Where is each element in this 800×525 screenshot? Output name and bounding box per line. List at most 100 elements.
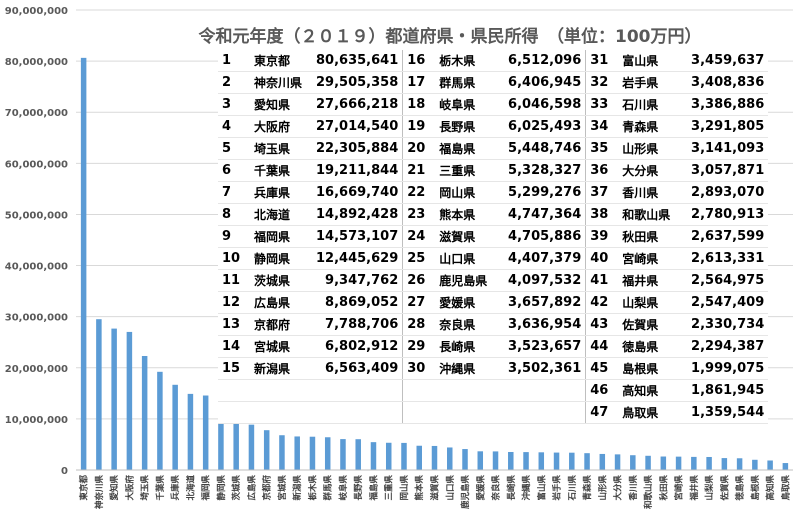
y-axis-labels: 0 10,000,000 20,000,000 30,000,000 40,000,00… — [5, 6, 68, 477]
bar — [157, 371, 163, 470]
y-tick-label: 80,000,000 — [5, 57, 68, 68]
bar — [187, 393, 194, 470]
prefecture-cell: 岩手県 — [618, 71, 681, 94]
bar — [401, 442, 407, 470]
rank-cell: 4 — [218, 115, 250, 138]
value-cell: 14,892,428 — [312, 203, 404, 226]
value-cell: 7,788,706 — [312, 313, 404, 336]
prefecture-cell: 石川県 — [618, 93, 681, 116]
value-cell: 29,505,358 — [312, 71, 404, 94]
value-cell: 5,328,327 — [497, 159, 587, 182]
value-cell: 1,359,544 — [680, 401, 769, 424]
value-cell — [312, 379, 404, 402]
rank-cell: 30 — [402, 357, 436, 380]
bar — [263, 430, 270, 470]
x-tick-label: 徳島県 — [735, 475, 746, 502]
x-tick-label: 石川県 — [567, 475, 578, 502]
rank-cell: 32 — [585, 71, 619, 94]
x-tick-label: 静岡県 — [216, 475, 227, 501]
rank-cell — [218, 401, 250, 424]
bar — [599, 453, 606, 470]
y-tick-label: 50,000,000 — [5, 210, 68, 221]
x-tick-label: 山口県 — [445, 475, 456, 501]
prefecture-cell: 高知県 — [618, 379, 681, 402]
prefecture-cell: 北海道 — [250, 203, 312, 226]
value-cell: 3,502,361 — [497, 357, 587, 380]
rank-cell: 37 — [585, 181, 619, 204]
bar — [218, 406, 224, 470]
prefecture-cell: 群馬県 — [435, 71, 498, 94]
table-row: 15 新潟県 6,563,409 30 沖縄県 3,502,361 45 島根県 1,999,0… — [218, 357, 769, 380]
rank-cell: 41 — [585, 269, 619, 292]
x-tick-label: 愛知県 — [109, 475, 120, 501]
y-tick-label: 0 — [61, 466, 68, 477]
value-cell: 27,014,540 — [312, 115, 404, 138]
rank-cell: 3 — [218, 93, 250, 116]
rank-cell: 16 — [402, 50, 436, 72]
x-tick-label: 大分県 — [613, 475, 624, 501]
value-cell: 2,330,734 — [680, 313, 769, 336]
rank-cell: 43 — [585, 313, 619, 336]
prefecture-cell — [250, 379, 312, 402]
value-cell: 2,294,387 — [680, 335, 769, 358]
value-cell: 6,563,409 — [312, 357, 404, 380]
value-cell: 6,406,945 — [497, 71, 587, 94]
bar — [660, 456, 667, 470]
prefecture-cell: 島根県 — [618, 357, 681, 380]
bar — [736, 458, 743, 470]
table-row: 11 茨城県 9,347,762 26 鹿児島県 4,097,532 41 福井県 2,564,… — [218, 269, 769, 292]
prefecture-cell: 徳島県 — [618, 335, 681, 358]
rank-cell — [402, 379, 436, 402]
rank-cell: 24 — [402, 225, 436, 248]
bar — [324, 437, 331, 470]
x-tick-label: 岩手県 — [552, 475, 563, 502]
prefecture-cell: 鳥取県 — [618, 401, 681, 424]
x-tick-label: 長崎県 — [506, 475, 517, 501]
y-tick-label: 90,000,000 — [5, 6, 68, 17]
prefecture-cell: 富山県 — [618, 50, 681, 72]
table-row: 8 北海道 14,892,428 23 熊本県 4,747,364 38 和歌山県 2,780,… — [218, 203, 769, 226]
x-tick-label: 鳥取県 — [780, 475, 791, 501]
value-cell: 3,291,805 — [680, 115, 769, 138]
rank-cell: 13 — [218, 313, 250, 336]
bar — [279, 435, 285, 470]
bar — [523, 452, 529, 470]
rank-cell: 7 — [218, 181, 250, 204]
prefecture-cell: 鹿児島県 — [435, 269, 498, 292]
bar — [385, 442, 392, 470]
y-tick-label: 10,000,000 — [5, 415, 68, 426]
bar — [431, 445, 438, 470]
x-tick-label: 宮城県 — [277, 475, 288, 501]
x-tick-label: 北海道 — [185, 475, 196, 501]
rank-cell: 45 — [585, 357, 619, 380]
prefecture-cell: 岐阜県 — [435, 93, 498, 116]
value-cell: 6,046,598 — [497, 93, 587, 116]
x-tick-label: 神奈川県 — [94, 475, 105, 510]
prefecture-cell: 長崎県 — [435, 335, 498, 358]
table-row: 14 宮城県 6,802,912 29 長崎県 3,523,657 44 徳島県 2,294,3… — [218, 335, 769, 358]
prefecture-cell: 東京都 — [250, 50, 312, 72]
prefecture-cell: 佐賀県 — [618, 313, 681, 336]
value-cell: 4,407,379 — [497, 247, 587, 270]
table-row: 4 大阪府 27,014,540 19 長野県 6,025,493 34 青森県 3,291,8… — [218, 115, 769, 138]
rank-cell: 15 — [218, 357, 250, 380]
prefecture-cell: 福井県 — [618, 269, 681, 292]
value-cell: 2,564,975 — [680, 269, 769, 292]
x-axis-labels: 東京都 神奈川県 愛知県 大阪府 埼玉県 千葉県 兵庫県 北海道 福岡県 静岡県 茨城県 広島県 京都府… — [79, 475, 792, 511]
prefecture-cell: 福島県 — [435, 137, 498, 160]
bar — [752, 459, 758, 470]
rank-cell: 44 — [585, 335, 619, 358]
bar — [721, 458, 728, 470]
x-tick-label: 福岡県 — [201, 475, 212, 502]
value-cell — [497, 379, 587, 402]
bar — [706, 456, 712, 470]
prefecture-cell: 香川県 — [618, 181, 681, 204]
table-row: 13 京都府 7,788,706 28 奈良県 3,636,954 43 佐賀県 2,330,7… — [218, 313, 769, 336]
bar — [370, 442, 377, 470]
y-tick-label: 40,000,000 — [5, 262, 68, 273]
value-cell: 8,869,052 — [312, 291, 404, 314]
table-row: 47 鳥取県 1,359,544 — [218, 401, 769, 424]
rank-cell: 6 — [218, 159, 250, 182]
bar — [416, 445, 422, 470]
